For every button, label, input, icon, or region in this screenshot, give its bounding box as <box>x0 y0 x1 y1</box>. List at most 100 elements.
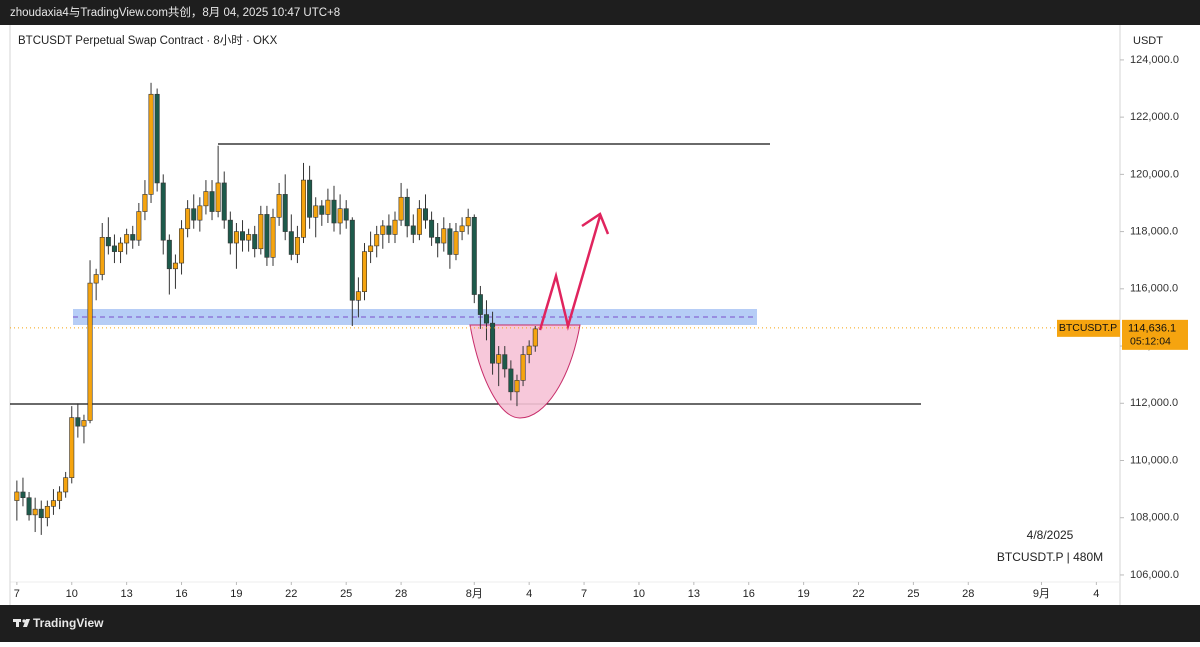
candle-body <box>44 505 50 519</box>
candle-body <box>361 251 367 292</box>
candle-body <box>246 234 252 241</box>
candle-body <box>154 93 160 184</box>
candle-body <box>331 199 337 224</box>
x-tick-label: 19 <box>797 588 809 600</box>
candle-body <box>380 225 386 235</box>
candle-body <box>526 345 532 355</box>
candle-body <box>38 508 44 519</box>
candle-body <box>75 417 81 427</box>
candle-body <box>343 208 349 221</box>
candle-body <box>179 228 185 264</box>
candle-body <box>404 196 410 227</box>
x-tick-label: 7 <box>581 588 587 600</box>
candle-body <box>276 194 282 218</box>
y-axis-label: USDT <box>1133 35 1163 47</box>
candle-body <box>374 234 380 247</box>
candle-body <box>20 491 26 498</box>
candle-body <box>313 205 319 218</box>
candle-body <box>477 294 483 315</box>
candle-body <box>514 380 520 393</box>
price-tag: 114,636.1 <box>1128 322 1176 334</box>
candle-body <box>105 237 111 247</box>
candle-body <box>490 322 496 364</box>
y-tick-label: 122,000.0 <box>1130 111 1179 123</box>
candle-body <box>215 182 221 212</box>
x-tick-label: 13 <box>121 588 133 600</box>
top-bar-text: zhoudaxia4与TradingView.com共创，8月 04, 2025… <box>10 6 340 19</box>
countdown: 05:12:04 <box>1130 336 1171 348</box>
candle-body <box>63 477 69 493</box>
candle-body <box>429 219 435 238</box>
candle-body <box>160 182 166 241</box>
y-tick-label: 110,000.0 <box>1130 454 1178 466</box>
candle-body <box>233 231 239 244</box>
candle-body <box>368 245 374 252</box>
candle-body <box>355 291 361 301</box>
candle-body <box>294 237 300 255</box>
price-tag-bg <box>1122 319 1188 350</box>
candle-body <box>227 219 233 244</box>
x-tick-label: 22 <box>852 588 864 600</box>
candle-body <box>416 208 422 235</box>
y-tick-label: 118,000.0 <box>1130 225 1178 237</box>
candle-body <box>270 216 276 258</box>
candle-body <box>87 282 93 421</box>
candle-body <box>471 216 477 295</box>
watermark-symbol: BTCUSDT.P | 480M <box>997 550 1103 564</box>
footer <box>0 605 1200 642</box>
candle-body <box>325 199 331 215</box>
candle-body <box>99 237 105 275</box>
x-tick-label: 22 <box>285 588 297 600</box>
candle-body <box>435 237 441 244</box>
candle-body <box>136 211 142 241</box>
candle-body <box>209 191 215 212</box>
x-tick-label: 16 <box>175 588 187 600</box>
drawings <box>10 143 921 419</box>
candles <box>14 82 538 535</box>
candle-body <box>191 208 197 221</box>
candle-body <box>502 354 508 370</box>
x-tick-label: 4 <box>1093 588 1099 600</box>
candle-body <box>240 231 246 241</box>
x-tick-label: 19 <box>230 588 242 600</box>
x-tick-label: 16 <box>743 588 755 600</box>
y-tick-label: 112,000.0 <box>1130 397 1178 409</box>
candle-body <box>532 328 538 347</box>
candle-body <box>57 491 63 501</box>
candle-body <box>203 191 209 207</box>
candle-body <box>69 417 75 478</box>
top-bar <box>0 0 1200 25</box>
y-tick-label: 120,000.0 <box>1130 168 1179 180</box>
candle-body <box>111 245 117 252</box>
candle-body <box>197 205 203 221</box>
candle-body <box>166 239 172 270</box>
x-tick-label: 10 <box>633 588 645 600</box>
x-tick-label: 25 <box>907 588 919 600</box>
candle-body <box>142 194 148 212</box>
watermark-date: 4/8/2025 <box>1027 528 1074 542</box>
candle-body <box>508 368 514 393</box>
candle-body <box>252 234 258 250</box>
candle-body <box>124 234 130 244</box>
symbol-tag: BTCUSDT.P <box>1059 322 1117 334</box>
candle-body <box>14 491 20 501</box>
candle-body <box>483 314 489 324</box>
x-tick-label: 28 <box>395 588 407 600</box>
candle-body <box>118 242 124 252</box>
candle-body <box>398 196 404 221</box>
candle-body <box>520 354 526 381</box>
candle-body <box>496 354 502 364</box>
candle-body <box>307 179 313 218</box>
candle-body <box>93 274 99 284</box>
y-tick-label: 108,000.0 <box>1130 512 1179 524</box>
x-tick-label: 28 <box>962 588 974 600</box>
tv-logo <box>13 619 30 627</box>
candle-body <box>172 262 178 270</box>
candle-body <box>392 219 398 235</box>
candle-body <box>185 208 191 230</box>
candle-body <box>148 93 154 195</box>
y-tick-label: 116,000.0 <box>1130 283 1178 295</box>
y-tick-label: 106,000.0 <box>1130 569 1179 581</box>
candle-body <box>221 182 227 221</box>
